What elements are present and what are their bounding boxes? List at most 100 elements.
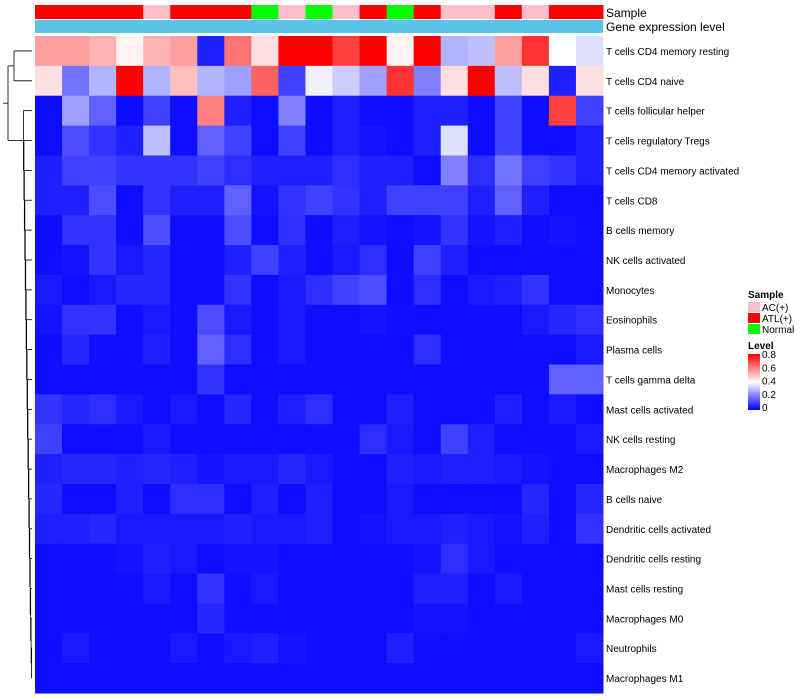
heatmap-cell: [359, 334, 388, 365]
heatmap-cell: [494, 215, 523, 246]
sample-annotation-cell: [386, 5, 415, 19]
heatmap-cell: [332, 95, 361, 127]
heatmap-cell: [440, 424, 469, 455]
heatmap-cell: [521, 304, 550, 336]
heatmap-cell: [170, 245, 198, 276]
heatmap-cell: [170, 394, 198, 425]
sample-annotation-cell: [440, 5, 469, 19]
legend: Sample AC(+)ATL(+)Normal Level 0.8 0.6 0.4…: [748, 290, 794, 414]
heatmap-cell: [413, 95, 442, 127]
heatmap-cell: [170, 334, 198, 365]
heatmap-cell: [386, 454, 415, 485]
heatmap-cell: [251, 424, 279, 455]
heatmap-cell: [521, 274, 550, 306]
heatmap-cell: [467, 543, 496, 575]
heatmap-cell: [278, 364, 306, 395]
heatmap-cell: [359, 274, 388, 306]
heatmap-cell: [521, 65, 550, 97]
heatmap-cell: [251, 274, 279, 306]
sample-annotation-cell: [62, 5, 90, 19]
heatmap-cell: [62, 65, 90, 97]
heatmap-cell: [494, 245, 523, 276]
heatmap-cell: [386, 663, 415, 694]
heatmap-cell: [116, 513, 144, 545]
heatmap-cell: [305, 513, 334, 545]
row-label: Macrophages M0: [606, 614, 684, 625]
heatmap-cell: [143, 155, 171, 186]
heatmap-cell: [224, 454, 252, 485]
heatmap-cell: [440, 304, 469, 336]
sample-annotation-cell: [494, 5, 523, 19]
heatmap-cell: [575, 603, 604, 634]
heatmap-cell: [62, 394, 90, 425]
heatmap-cell: [197, 364, 225, 395]
heatmap-cell: [332, 543, 361, 575]
heatmap-cell: [116, 603, 144, 634]
annotation-label-sample: Sample: [606, 6, 647, 20]
heatmap-cell: [305, 334, 334, 365]
heatmap-cell: [575, 304, 604, 336]
row-label: T cells CD4 naive: [606, 77, 685, 88]
heatmap-cell: [440, 543, 469, 575]
heatmap-cell: [521, 36, 550, 67]
heatmap-cell: [116, 215, 144, 246]
heatmap-cell: [305, 483, 334, 515]
heatmap-cell: [62, 633, 90, 664]
heatmap-cell: [494, 364, 523, 395]
heatmap-cell: [305, 394, 334, 425]
heatmap-cell: [35, 185, 63, 216]
heatmap-cell: [116, 633, 144, 664]
heatmap-cell: [494, 304, 523, 336]
heatmap-cell: [413, 603, 442, 634]
heatmap-cell: [305, 304, 334, 336]
heatmap-cell: [143, 36, 171, 67]
row-label: Dendritic cells resting: [606, 555, 701, 566]
sample-annotation-cell: [548, 5, 577, 19]
heatmap-cell: [521, 454, 550, 485]
heatmap-cell: [170, 663, 198, 694]
heatmap-cell: [170, 274, 198, 306]
heatmap-cell: [467, 663, 496, 694]
heatmap-cell: [62, 274, 90, 306]
legend-swatch: [748, 324, 760, 334]
heatmap-cell: [413, 245, 442, 276]
heatmap-cell: [467, 454, 496, 485]
heatmap-cell: [548, 155, 577, 186]
heatmap-cell: [440, 454, 469, 485]
heatmap-cell: [548, 36, 577, 67]
heatmap-cell: [332, 36, 361, 67]
heatmap-cell: [89, 125, 117, 156]
heatmap-cell: [89, 483, 117, 515]
heatmap-cell: [413, 274, 442, 306]
heatmap-cell: [116, 65, 144, 97]
heatmap-cell: [197, 424, 225, 455]
row-label: T cells regulatory Tregs: [606, 137, 710, 148]
heatmap-cell: [278, 185, 306, 216]
heatmap-cell: [170, 543, 198, 575]
heatmap-cell: [143, 603, 171, 634]
heatmap-cell: [413, 125, 442, 156]
heatmap-cell: [89, 543, 117, 575]
heatmap-cell: [143, 364, 171, 395]
heatmap-cell: [332, 633, 361, 664]
heatmap-cell: [35, 543, 63, 575]
heatmap-cell: [359, 633, 388, 664]
heatmap-cell: [170, 36, 198, 67]
row-label: B cells naive: [606, 495, 663, 506]
heatmap-cell: [197, 454, 225, 485]
heatmap-cell: [62, 454, 90, 485]
heatmap-cell: [143, 483, 171, 515]
heatmap-cell: [170, 215, 198, 246]
heatmap-cell: [467, 274, 496, 306]
heatmap-cell: [224, 663, 252, 694]
heatmap-cell: [440, 513, 469, 545]
heatmap-cell: [332, 483, 361, 515]
heatmap-cell: [224, 573, 252, 604]
heatmap-cell: [575, 215, 604, 246]
sample-annotation-cell: [170, 5, 198, 19]
heatmap-cell: [224, 483, 252, 515]
row-label: T cells follicular helper: [606, 107, 705, 118]
heatmap-cell: [224, 65, 252, 97]
row-label: Monocytes: [606, 286, 654, 297]
heatmap-cell: [305, 125, 334, 156]
